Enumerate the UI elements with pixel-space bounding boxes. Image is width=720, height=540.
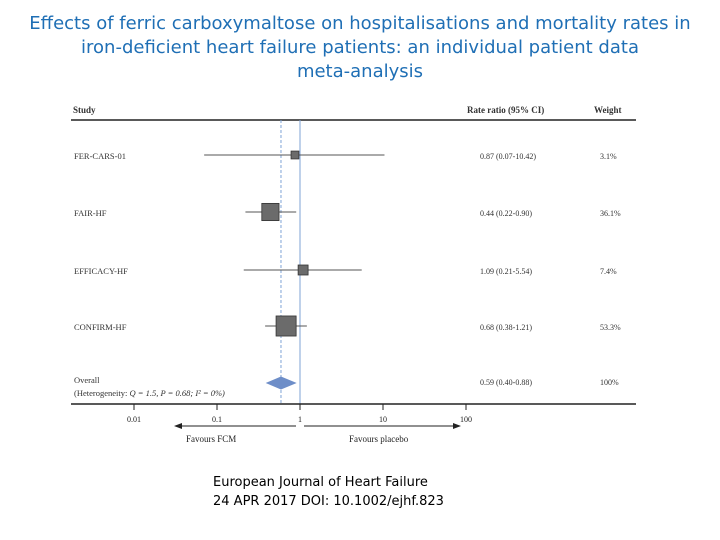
header-rate-ratio: Rate ratio (95% CI): [467, 105, 544, 115]
header-study: Study: [73, 105, 96, 115]
favours-placebo-label: Favours placebo: [349, 434, 409, 444]
rate-ratio-value: 1.09 (0.21-5.54): [480, 267, 532, 276]
x-tick-label: 10: [379, 415, 387, 424]
chart-title: Effects of ferric carboxymaltose on hosp…: [20, 12, 700, 84]
overall-diamond: [265, 376, 297, 390]
x-tick-label: 0.1: [212, 415, 222, 424]
x-tick-label: 100: [460, 415, 472, 424]
overall-label: Overall: [74, 375, 100, 385]
study-weight-box: [297, 264, 309, 276]
study-weight-box: [275, 315, 297, 337]
study-label: FAIR-HF: [74, 208, 107, 218]
study-label: EFFICACY-HF: [74, 266, 128, 276]
rate-ratio-value: 0.87 (0.07-10.42): [480, 152, 536, 161]
weight-value: 36.1%: [600, 209, 621, 218]
overall-rate-ratio-value: 0.59 (0.40-0.88): [480, 378, 532, 387]
favours-left-arrowhead: [174, 423, 182, 429]
title-line-2: iron-deficient heart failure patients: a…: [81, 37, 639, 58]
favours-fcm-label: Favours FCM: [186, 434, 236, 444]
source-journal: European Journal of Heart Failure: [213, 475, 428, 490]
x-tick-label: 0.01: [127, 415, 141, 424]
study-label: FER-CARS-01: [74, 151, 126, 161]
header-weight: Weight: [594, 105, 622, 115]
heterogeneity-label: (Heterogeneity: Q = 1.5, P = 0.68; I² = …: [74, 388, 225, 398]
overall-weight-value: 100%: [600, 378, 619, 387]
source-doi: 24 APR 2017 DOI: 10.1002/ejhf.823: [213, 494, 444, 509]
study-weight-box: [290, 150, 300, 160]
favours-right-arrowhead: [453, 423, 461, 429]
x-tick-label: 1: [298, 415, 302, 424]
study-weight-box: [261, 202, 280, 222]
weight-value: 53.3%: [600, 323, 621, 332]
source-citation: European Journal of Heart Failure 24 APR…: [213, 473, 444, 511]
study-label: CONFIRM-HF: [74, 322, 127, 332]
title-line-1: Effects of ferric carboxymaltose on hosp…: [29, 13, 691, 34]
rate-ratio-value: 0.44 (0.22-0.90): [480, 209, 532, 218]
weight-value: 7.4%: [600, 267, 617, 276]
weight-value: 3.1%: [600, 152, 617, 161]
rate-ratio-value: 0.68 (0.38-1.21): [480, 323, 532, 332]
title-line-3: meta-analysis: [296, 61, 424, 82]
